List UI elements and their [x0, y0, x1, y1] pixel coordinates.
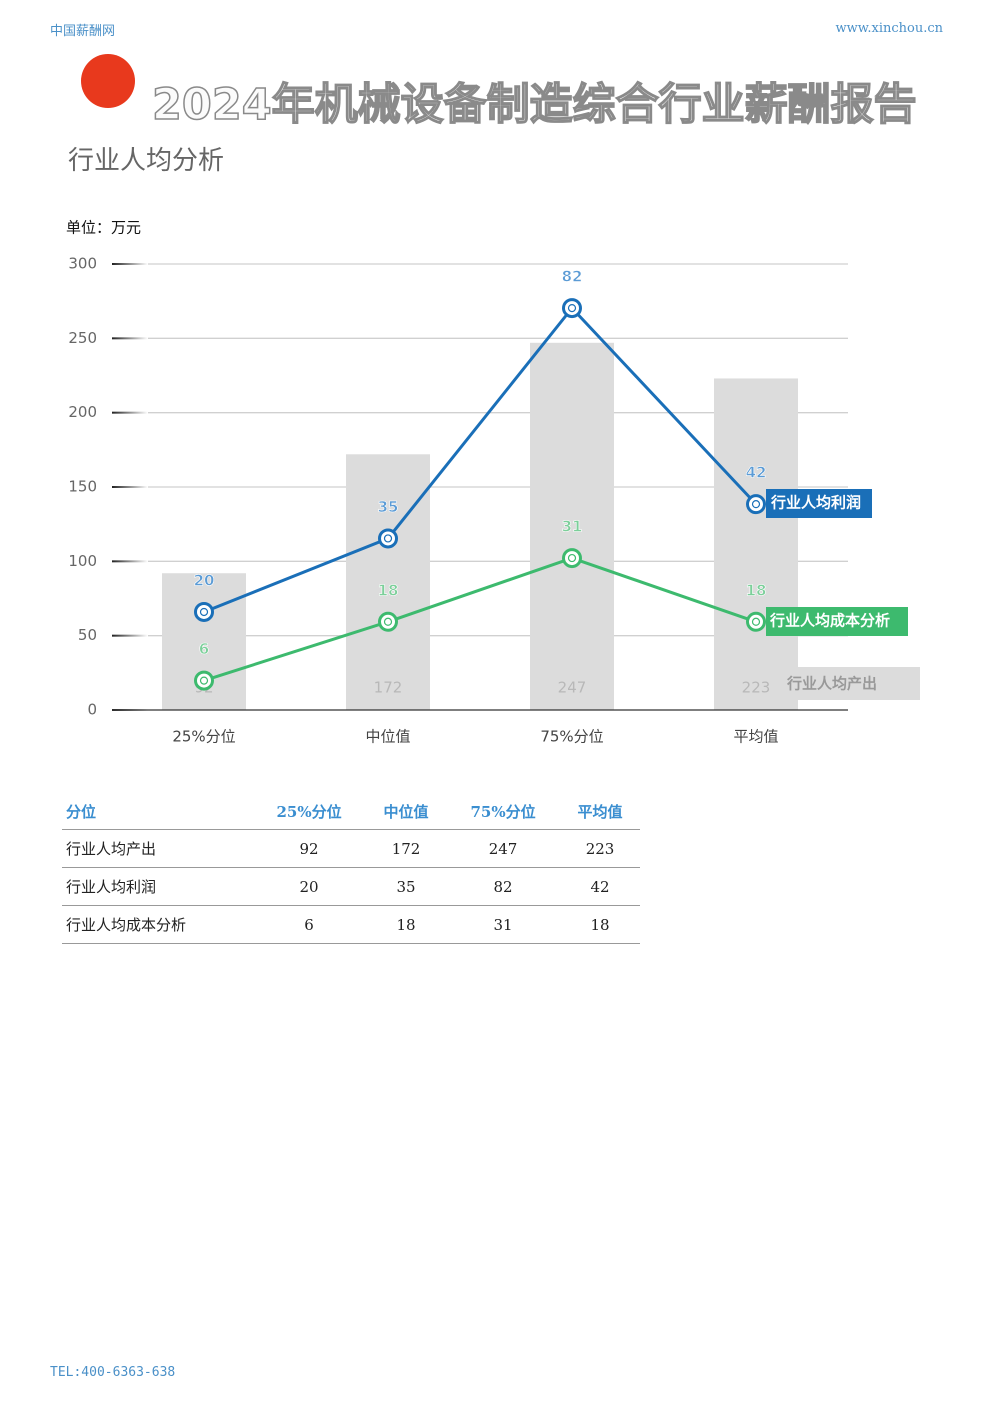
- table-cell: 92: [252, 829, 367, 868]
- legend-box: [766, 489, 872, 518]
- header-cell: 25%分位: [252, 793, 367, 830]
- point: [562, 548, 582, 569]
- report-title: 2024年机械设备制造综合行业薪酬报告: [152, 79, 917, 131]
- point: [746, 611, 766, 632]
- legend-label: 行业人均产出: [786, 675, 877, 693]
- y-tick-label: 50: [78, 626, 97, 644]
- legend-box: [774, 667, 920, 700]
- y-tick-label: 200: [68, 403, 97, 421]
- header-cell: 75%分位: [445, 793, 561, 830]
- legend-box: [766, 607, 908, 636]
- table-header: 分位 25%分位 中位值 75%分位 平均值: [62, 793, 640, 830]
- table-body: 行业人均产出 92 172 247 223 行业人均利润 20 35 82 42 行业人均成本分析 6…: [62, 829, 640, 944]
- point: [194, 670, 214, 691]
- point-core: [383, 617, 393, 626]
- y-tick-mark: [112, 263, 148, 265]
- point: [378, 611, 398, 632]
- site-name: 中国薪酬网: [50, 24, 116, 39]
- table-cell: 223: [560, 829, 640, 868]
- y-tick-label: 0: [87, 701, 97, 719]
- chart: 单位：万元 0 50 100 150 200 250 300 25%分位 中位值 75%分位 平均值…: [66, 219, 920, 746]
- x-tick-label: 中位值: [365, 728, 410, 746]
- y-tick-mark: [112, 337, 148, 340]
- point: [562, 298, 582, 319]
- y-tick-label: 300: [68, 255, 97, 273]
- point-value-label: 18: [746, 581, 767, 599]
- table-row: 行业人均成本分析 6 18 31 18: [62, 905, 640, 944]
- bar: [346, 454, 430, 710]
- x-tick-label: 平均值: [733, 728, 778, 746]
- header-cell: 中位值: [366, 793, 446, 830]
- table-cell: 31: [445, 905, 561, 944]
- y-tick-mark: [112, 634, 148, 637]
- point-value-label: 20: [194, 571, 215, 589]
- x-tick-label: 75%分位: [540, 728, 603, 746]
- table-cell: 行业人均成本分析: [62, 905, 252, 944]
- bar: [714, 378, 798, 710]
- point-core: [383, 534, 393, 543]
- table-cell: 42: [560, 867, 640, 906]
- bar-value-label: 223: [742, 679, 771, 697]
- table-cell: 82: [445, 867, 561, 906]
- point-value-label: 18: [378, 581, 399, 599]
- point-value-label: 82: [562, 268, 583, 286]
- point-core: [751, 500, 761, 509]
- table-row: 行业人均产出 92 172 247 223: [62, 829, 640, 868]
- site-url: www.xinchou.cn: [835, 21, 943, 36]
- bar-value-label: 247: [558, 679, 587, 697]
- legend-label: 行业人均成本分析: [769, 612, 890, 630]
- y-tick-label: 150: [68, 478, 97, 496]
- table-cell: 行业人均利润: [62, 867, 252, 906]
- section-title: 行业人均分析: [68, 146, 225, 176]
- bar-value-label: 172: [374, 679, 403, 697]
- point-core: [199, 676, 209, 685]
- point-core: [567, 304, 577, 313]
- table-cell: 20: [252, 867, 367, 906]
- x-tick-label: 25%分位: [172, 728, 235, 746]
- point-value-label: 35: [378, 498, 399, 516]
- legend-label: 行业人均利润: [770, 494, 861, 512]
- header-cell: 平均值: [560, 793, 640, 830]
- point: [378, 528, 398, 549]
- table-cell: 行业人均产出: [62, 829, 252, 868]
- table-cell: 172: [366, 829, 446, 868]
- y-tick-label: 100: [68, 552, 97, 570]
- data-table: 分位 25%分位 中位值 75%分位 平均值 行业人均产出 92 172 247 223 行业人均利…: [62, 793, 640, 944]
- point-core: [751, 617, 761, 626]
- footer: TEL:400-6363-638: [50, 1365, 176, 1380]
- table-cell: 6: [252, 905, 367, 944]
- y-tick-mark: [112, 560, 148, 563]
- table-cell: 18: [560, 905, 640, 944]
- line: [203, 305, 758, 614]
- y-tick-mark: [112, 411, 148, 414]
- table-row: 行业人均利润 20 35 82 42: [62, 867, 640, 906]
- bar: [530, 342, 614, 710]
- point-value-label: 6: [199, 640, 209, 658]
- point: [746, 494, 766, 515]
- y-tick-mark: [112, 486, 148, 488]
- logo-dot: [81, 54, 135, 108]
- unit-label: 单位：万元: [66, 219, 141, 237]
- table-cell: 18: [366, 905, 446, 944]
- point: [194, 601, 214, 622]
- line: [203, 556, 757, 683]
- table-cell: 35: [366, 867, 446, 906]
- point-value-label: 42: [746, 464, 767, 482]
- point-core: [199, 607, 209, 617]
- table-cell: 247: [445, 829, 561, 868]
- header-cell: 分位: [62, 793, 252, 830]
- y-tick-label: 250: [68, 329, 97, 347]
- point-core: [567, 553, 577, 563]
- point-value-label: 31: [562, 518, 583, 536]
